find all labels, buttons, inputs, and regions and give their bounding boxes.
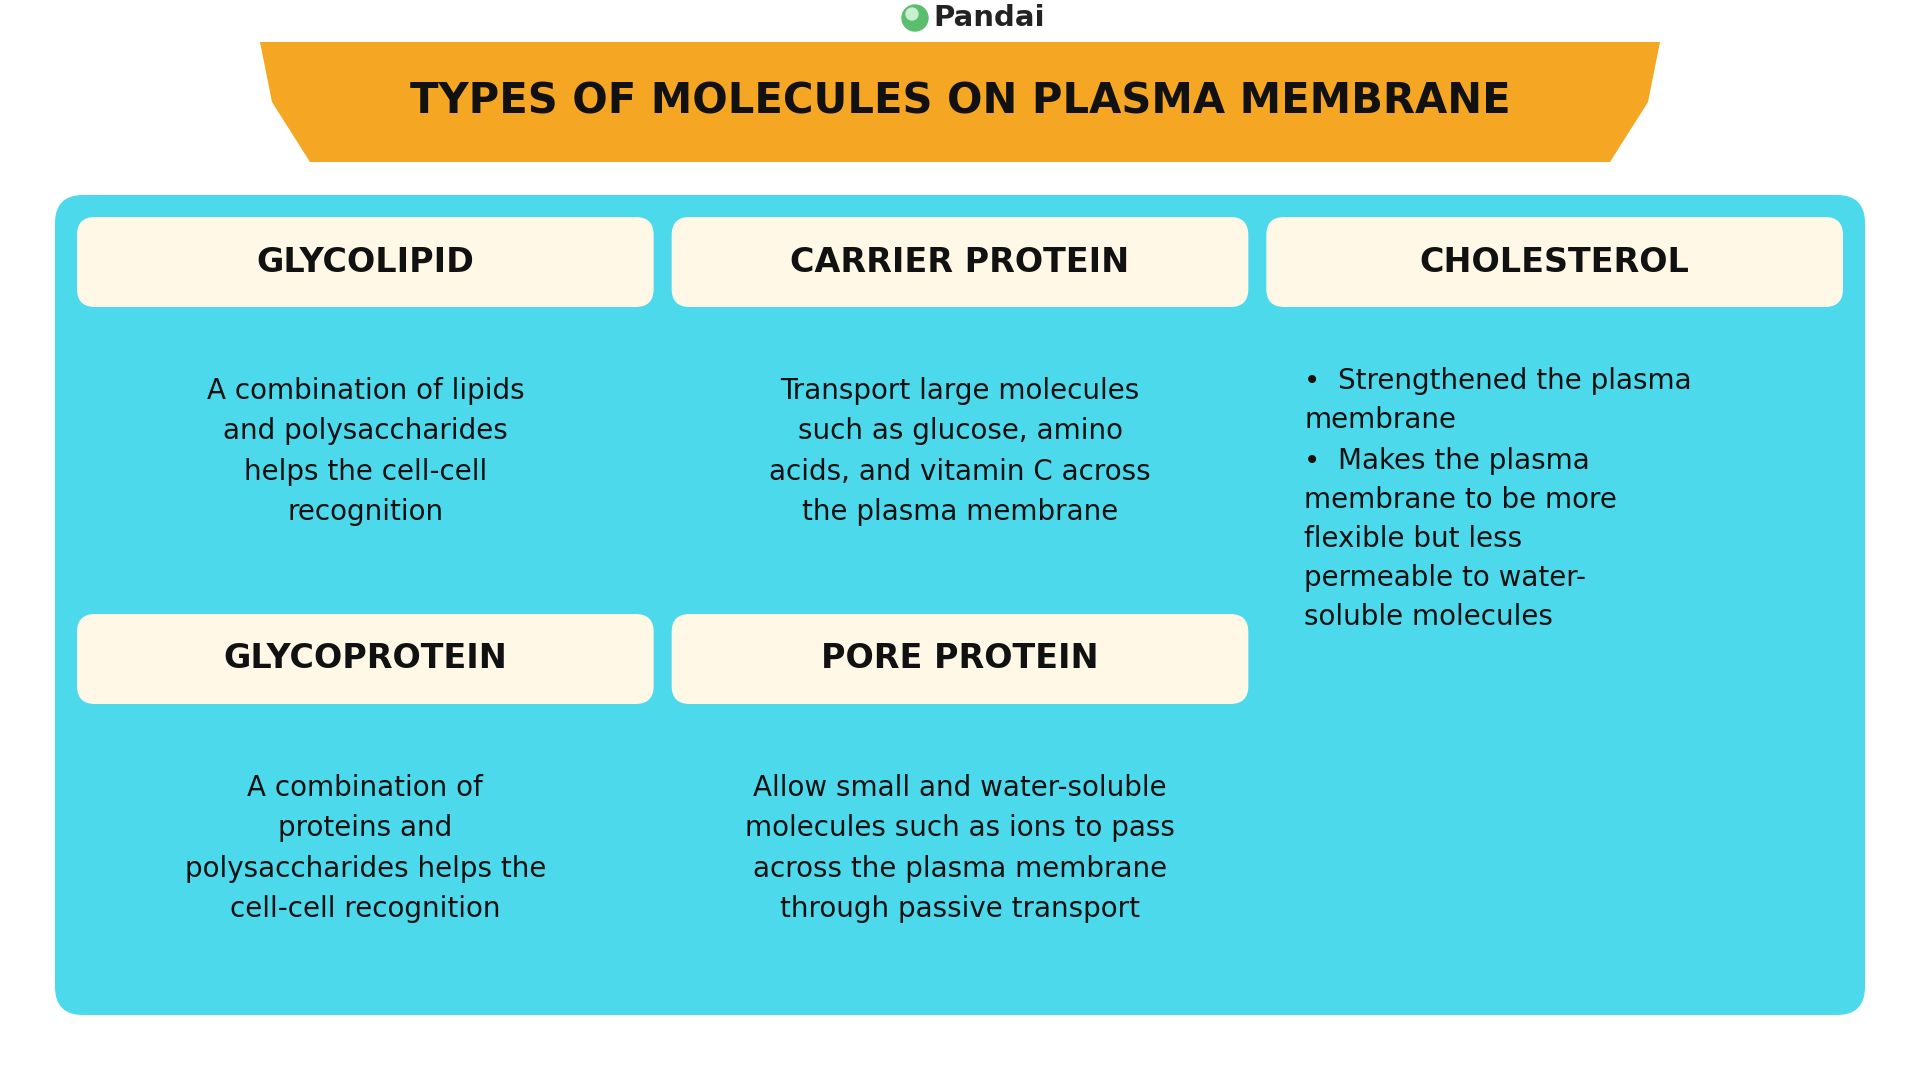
Text: Transport large molecules
such as glucose, amino
acids, and vitamin C across
the: Transport large molecules such as glucos… [770,377,1150,526]
FancyBboxPatch shape [672,615,1248,704]
FancyBboxPatch shape [672,217,1248,307]
Text: •  Makes the plasma
membrane to be more
flexible but less
permeable to water-
so: • Makes the plasma membrane to be more f… [1304,447,1617,631]
FancyBboxPatch shape [672,217,1248,596]
FancyBboxPatch shape [1267,217,1843,307]
FancyBboxPatch shape [1267,217,1843,993]
Text: CHOLESTEROL: CHOLESTEROL [1419,245,1690,279]
Text: A combination of
proteins and
polysaccharides helps the
cell-cell recognition: A combination of proteins and polysaccha… [184,774,545,922]
Text: A combination of lipids
and polysaccharides
helps the cell-cell
recognition: A combination of lipids and polysacchari… [207,377,524,526]
Text: GLYCOLIPID: GLYCOLIPID [257,245,474,279]
Polygon shape [259,42,1661,162]
Circle shape [902,5,927,31]
FancyBboxPatch shape [672,615,1248,993]
FancyBboxPatch shape [77,615,653,704]
Circle shape [906,8,918,21]
Text: Pandai: Pandai [933,4,1044,32]
FancyBboxPatch shape [77,217,653,307]
Text: GLYCOPROTEIN: GLYCOPROTEIN [223,643,507,675]
FancyBboxPatch shape [56,195,1864,1015]
Text: CARRIER PROTEIN: CARRIER PROTEIN [791,245,1129,279]
Text: Allow small and water-soluble
molecules such as ions to pass
across the plasma m: Allow small and water-soluble molecules … [745,774,1175,922]
FancyBboxPatch shape [77,615,653,993]
Text: TYPES OF MOLECULES ON PLASMA MEMBRANE: TYPES OF MOLECULES ON PLASMA MEMBRANE [409,81,1511,123]
FancyBboxPatch shape [77,217,653,596]
Text: PORE PROTEIN: PORE PROTEIN [822,643,1098,675]
Text: •  Strengthened the plasma
membrane: • Strengthened the plasma membrane [1304,367,1692,434]
